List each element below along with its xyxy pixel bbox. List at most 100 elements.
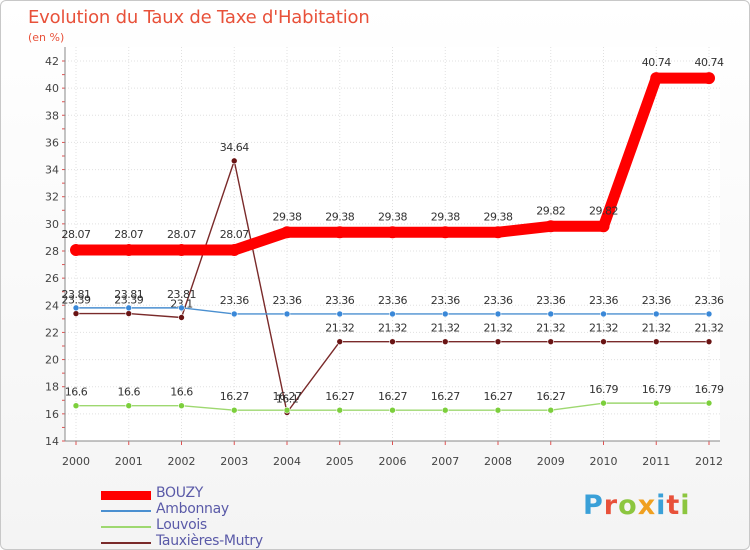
x-tick-label: 2012	[695, 455, 723, 468]
legend-item: Louvois	[101, 517, 361, 535]
data-point	[283, 406, 291, 414]
legend-swatch	[101, 490, 151, 500]
data-label: 23.81	[62, 288, 91, 301]
data-point	[125, 402, 133, 410]
x-tick-label: 2002	[168, 455, 196, 468]
y-tick-label: 22	[45, 326, 59, 339]
data-label: 23.36	[484, 294, 513, 307]
data-label: 16.27	[431, 390, 460, 403]
data-point	[178, 402, 185, 410]
x-tick-label: 2009	[537, 455, 565, 468]
data-point	[705, 338, 713, 345]
data-point	[492, 226, 504, 239]
data-label: 21.32	[589, 322, 618, 335]
data-label: 23.36	[325, 294, 354, 307]
legend-label: BOUZY	[156, 485, 204, 501]
data-point	[122, 244, 135, 257]
data-point	[703, 72, 715, 85]
data-label: 29.82	[589, 204, 618, 217]
data-point	[72, 304, 80, 312]
logo-letter: P	[583, 490, 604, 521]
data-label: 23.36	[378, 294, 407, 307]
legend-item: Tauxières-Mutry	[101, 533, 361, 549]
y-tick-label: 20	[45, 354, 59, 367]
data-point	[652, 399, 660, 407]
data-point	[597, 220, 610, 233]
y-tick-label: 28	[45, 245, 59, 258]
data-label: 16.1	[276, 393, 299, 406]
data-label: 29.38	[273, 210, 302, 223]
data-label: 21.32	[325, 322, 354, 335]
data-point	[336, 338, 344, 345]
logo-letter: i	[656, 490, 667, 521]
logo-letter: t	[666, 490, 681, 521]
data-point	[547, 406, 555, 414]
logo-letter: r	[603, 490, 619, 521]
y-tick-label: 42	[45, 55, 59, 68]
x-tick-label: 2001	[115, 455, 143, 468]
data-label: 28.07	[220, 228, 249, 241]
data-label: 23.36	[220, 294, 249, 307]
x-tick-label: 2003	[220, 455, 248, 468]
data-label: 21.32	[431, 322, 460, 335]
data-point	[600, 310, 607, 318]
data-point	[441, 406, 449, 414]
data-point	[439, 226, 452, 239]
y-tick-label: 38	[45, 109, 59, 122]
data-label: 16.79	[589, 383, 618, 396]
x-tick-label: 2005	[326, 455, 354, 468]
data-point	[600, 338, 607, 345]
y-tick-label: 32	[45, 191, 59, 204]
data-point	[230, 157, 238, 165]
x-tick-label: 2004	[273, 455, 301, 468]
data-label: 23.36	[642, 294, 671, 307]
y-tick-label: 14	[45, 435, 59, 448]
legend-item: Ambonnay	[101, 501, 361, 519]
data-label: 16.6	[118, 386, 141, 399]
data-point	[652, 310, 660, 318]
data-point	[494, 406, 502, 414]
data-point	[705, 310, 713, 318]
data-label: 29.38	[325, 210, 354, 223]
data-point	[72, 402, 80, 410]
data-label: 23.36	[431, 294, 460, 307]
logo-letter: x	[637, 490, 657, 521]
data-label: 23.36	[536, 294, 565, 307]
data-label: 29.38	[484, 210, 513, 223]
logo-letter: i	[680, 490, 691, 521]
legend-swatch	[101, 526, 151, 528]
data-point	[441, 338, 449, 345]
data-label: 16.6	[65, 386, 88, 399]
y-tick-label: 24	[45, 299, 59, 312]
data-label: 40.74	[642, 56, 671, 69]
data-label: 28.07	[114, 228, 143, 241]
data-label: 29.38	[431, 210, 460, 223]
data-label: 28.07	[62, 228, 91, 241]
data-point	[389, 338, 396, 345]
data-label: 23.39	[62, 294, 91, 307]
data-point	[336, 310, 344, 318]
data-label: 16.79	[695, 383, 724, 396]
data-label: 21.32	[484, 322, 513, 335]
data-point	[705, 399, 713, 407]
data-point	[547, 338, 555, 345]
data-label: 21.32	[642, 322, 671, 335]
data-label: 16.27	[378, 390, 407, 403]
data-label: 16.27	[536, 390, 565, 403]
x-tick-label: 2008	[484, 455, 512, 468]
data-point	[494, 338, 502, 345]
data-point	[230, 406, 238, 414]
y-tick-label: 18	[45, 381, 59, 394]
y-axis-unit: (en %)	[28, 31, 65, 44]
x-tick-label: 2010	[590, 455, 618, 468]
data-point	[175, 244, 188, 257]
data-point	[228, 244, 241, 257]
data-label: 34.64	[220, 141, 249, 154]
data-point	[281, 226, 293, 239]
y-tick-label: 40	[45, 82, 59, 95]
legend-swatch	[101, 510, 151, 512]
data-point	[283, 310, 291, 318]
data-label: 29.38	[378, 210, 407, 223]
y-tick-label: 34	[45, 164, 59, 177]
